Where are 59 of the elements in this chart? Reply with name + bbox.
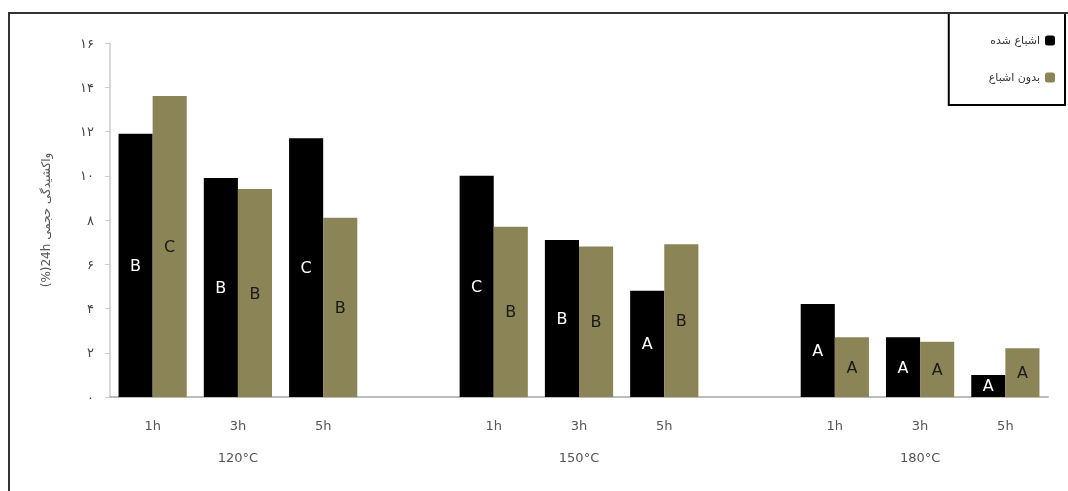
y-tick-label: ۱۰ <box>80 168 94 184</box>
data-label: B <box>556 308 568 328</box>
bar <box>885 337 921 397</box>
bar <box>152 96 187 397</box>
data-label: A <box>1016 363 1028 383</box>
x-tick-label: 5h <box>656 418 673 433</box>
bar <box>544 239 579 397</box>
text: 150°C <box>558 450 600 465</box>
y-tick-label: ۱۶ <box>80 35 94 51</box>
legend-label: بدون اشباع <box>988 71 1040 84</box>
bar <box>579 246 614 397</box>
bar <box>834 337 869 397</box>
bar <box>118 133 153 397</box>
data-label: B <box>675 311 687 331</box>
bar <box>630 290 665 397</box>
x-tick-label: 5h <box>997 418 1014 433</box>
data-label: A <box>812 341 824 361</box>
bar <box>459 175 494 397</box>
text: 180°C <box>899 450 941 465</box>
y-tick-label: ۴ <box>87 301 95 316</box>
x-tick-label: 1h <box>485 418 502 433</box>
legend-label: اشباع شده <box>990 34 1040 47</box>
data-label: A <box>982 376 994 396</box>
bar <box>664 244 699 397</box>
y-tick-label: ۱۲ <box>80 124 95 139</box>
data-label: B <box>215 277 227 297</box>
x-tick-label: 3h <box>229 418 247 433</box>
bar <box>1005 348 1040 397</box>
x-tick-label: 5h <box>314 418 332 433</box>
bar <box>289 138 324 397</box>
bar <box>493 226 528 397</box>
text: 120°C <box>217 450 259 465</box>
bar <box>203 177 238 397</box>
y-tick-label: ۶ <box>87 256 94 272</box>
data-label: A <box>641 334 653 354</box>
bar <box>323 217 358 397</box>
data-label: A <box>897 357 909 377</box>
bar <box>800 304 835 397</box>
bar <box>237 189 273 397</box>
data-label: C <box>300 258 312 278</box>
data-label: A <box>931 359 943 379</box>
data-label: B <box>249 283 261 303</box>
x-tick-label: 3h <box>911 418 929 433</box>
y-tick-label: ۸ <box>87 212 95 228</box>
x-tick-label: 3h <box>570 418 588 433</box>
bar <box>920 341 955 397</box>
y-tick-label: ۰ <box>87 389 94 405</box>
data-label: B <box>590 312 602 332</box>
data-label: B <box>505 302 517 322</box>
data-label: A <box>846 357 858 377</box>
x-tick-label: 1h <box>826 418 844 433</box>
data-label: B <box>334 297 346 317</box>
y-tick-label: ۲ <box>87 345 95 361</box>
x-tick-label: 1h <box>144 418 161 433</box>
data-label: C <box>471 276 483 296</box>
y-tick-label: ۱۴ <box>80 79 95 95</box>
y-axis-title: (%)24h واکشیدگی حجمی <box>39 152 54 288</box>
data-label: C <box>164 237 176 257</box>
data-label: B <box>130 255 142 275</box>
